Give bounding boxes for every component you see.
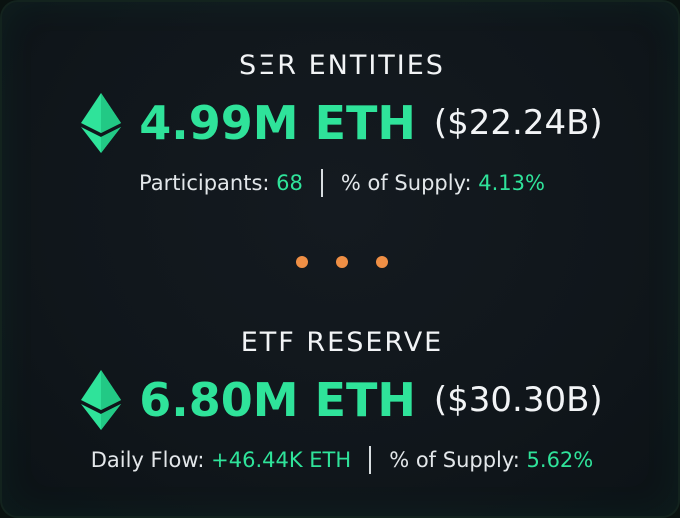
dot	[336, 256, 348, 268]
ethereum-diamond-icon	[81, 370, 122, 430]
stat-value: +46.44K ETH	[211, 448, 352, 472]
stats-row: Daily Flow: +46.44K ETH % of Supply: 5.6…	[2, 446, 680, 474]
stat-value: 5.62%	[526, 448, 594, 472]
ellipsis-dots-icon	[2, 256, 680, 268]
stat-value: 4.13%	[478, 171, 545, 195]
eth-amount: 6.80M ETH	[139, 373, 416, 427]
stat-supply: % of Supply: 4.13%	[341, 171, 545, 195]
stat-daily-flow: Daily Flow: +46.44K ETH	[91, 448, 351, 472]
eth-amount: 4.99M ETH	[139, 96, 416, 150]
stat-label: Participants:	[139, 171, 270, 195]
divider	[320, 169, 323, 197]
dot	[376, 256, 388, 268]
amount-row: 6.80M ETH ($30.30B)	[2, 370, 680, 430]
usd-value: ($30.30B)	[433, 380, 603, 420]
ethereum-diamond-icon	[81, 93, 122, 153]
stat-label: % of Supply:	[340, 171, 472, 195]
stat-label: Daily Flow:	[90, 448, 205, 472]
section-title: ETF RESERVE	[240, 327, 444, 358]
stat-value: 68	[276, 171, 303, 195]
divider	[369, 446, 372, 474]
stat-participants: Participants: 68	[139, 171, 303, 195]
section-title: SΞR ENTITIES	[239, 50, 445, 81]
stat-label: % of Supply:	[389, 448, 520, 472]
etf-reserve-section: ETF RESERVE 6.80M ETH ($30.30B) Daily Fl…	[2, 327, 680, 474]
dot	[296, 256, 308, 268]
stat-supply: % of Supply: 5.62%	[389, 448, 593, 472]
usd-value: ($22.24B)	[433, 103, 603, 143]
amount-row: 4.99M ETH ($22.24B)	[2, 93, 680, 153]
stats-row: Participants: 68 % of Supply: 4.13%	[2, 169, 680, 197]
ser-entities-section: SΞR ENTITIES 4.99M ETH ($22.24B) Partici…	[2, 50, 680, 197]
